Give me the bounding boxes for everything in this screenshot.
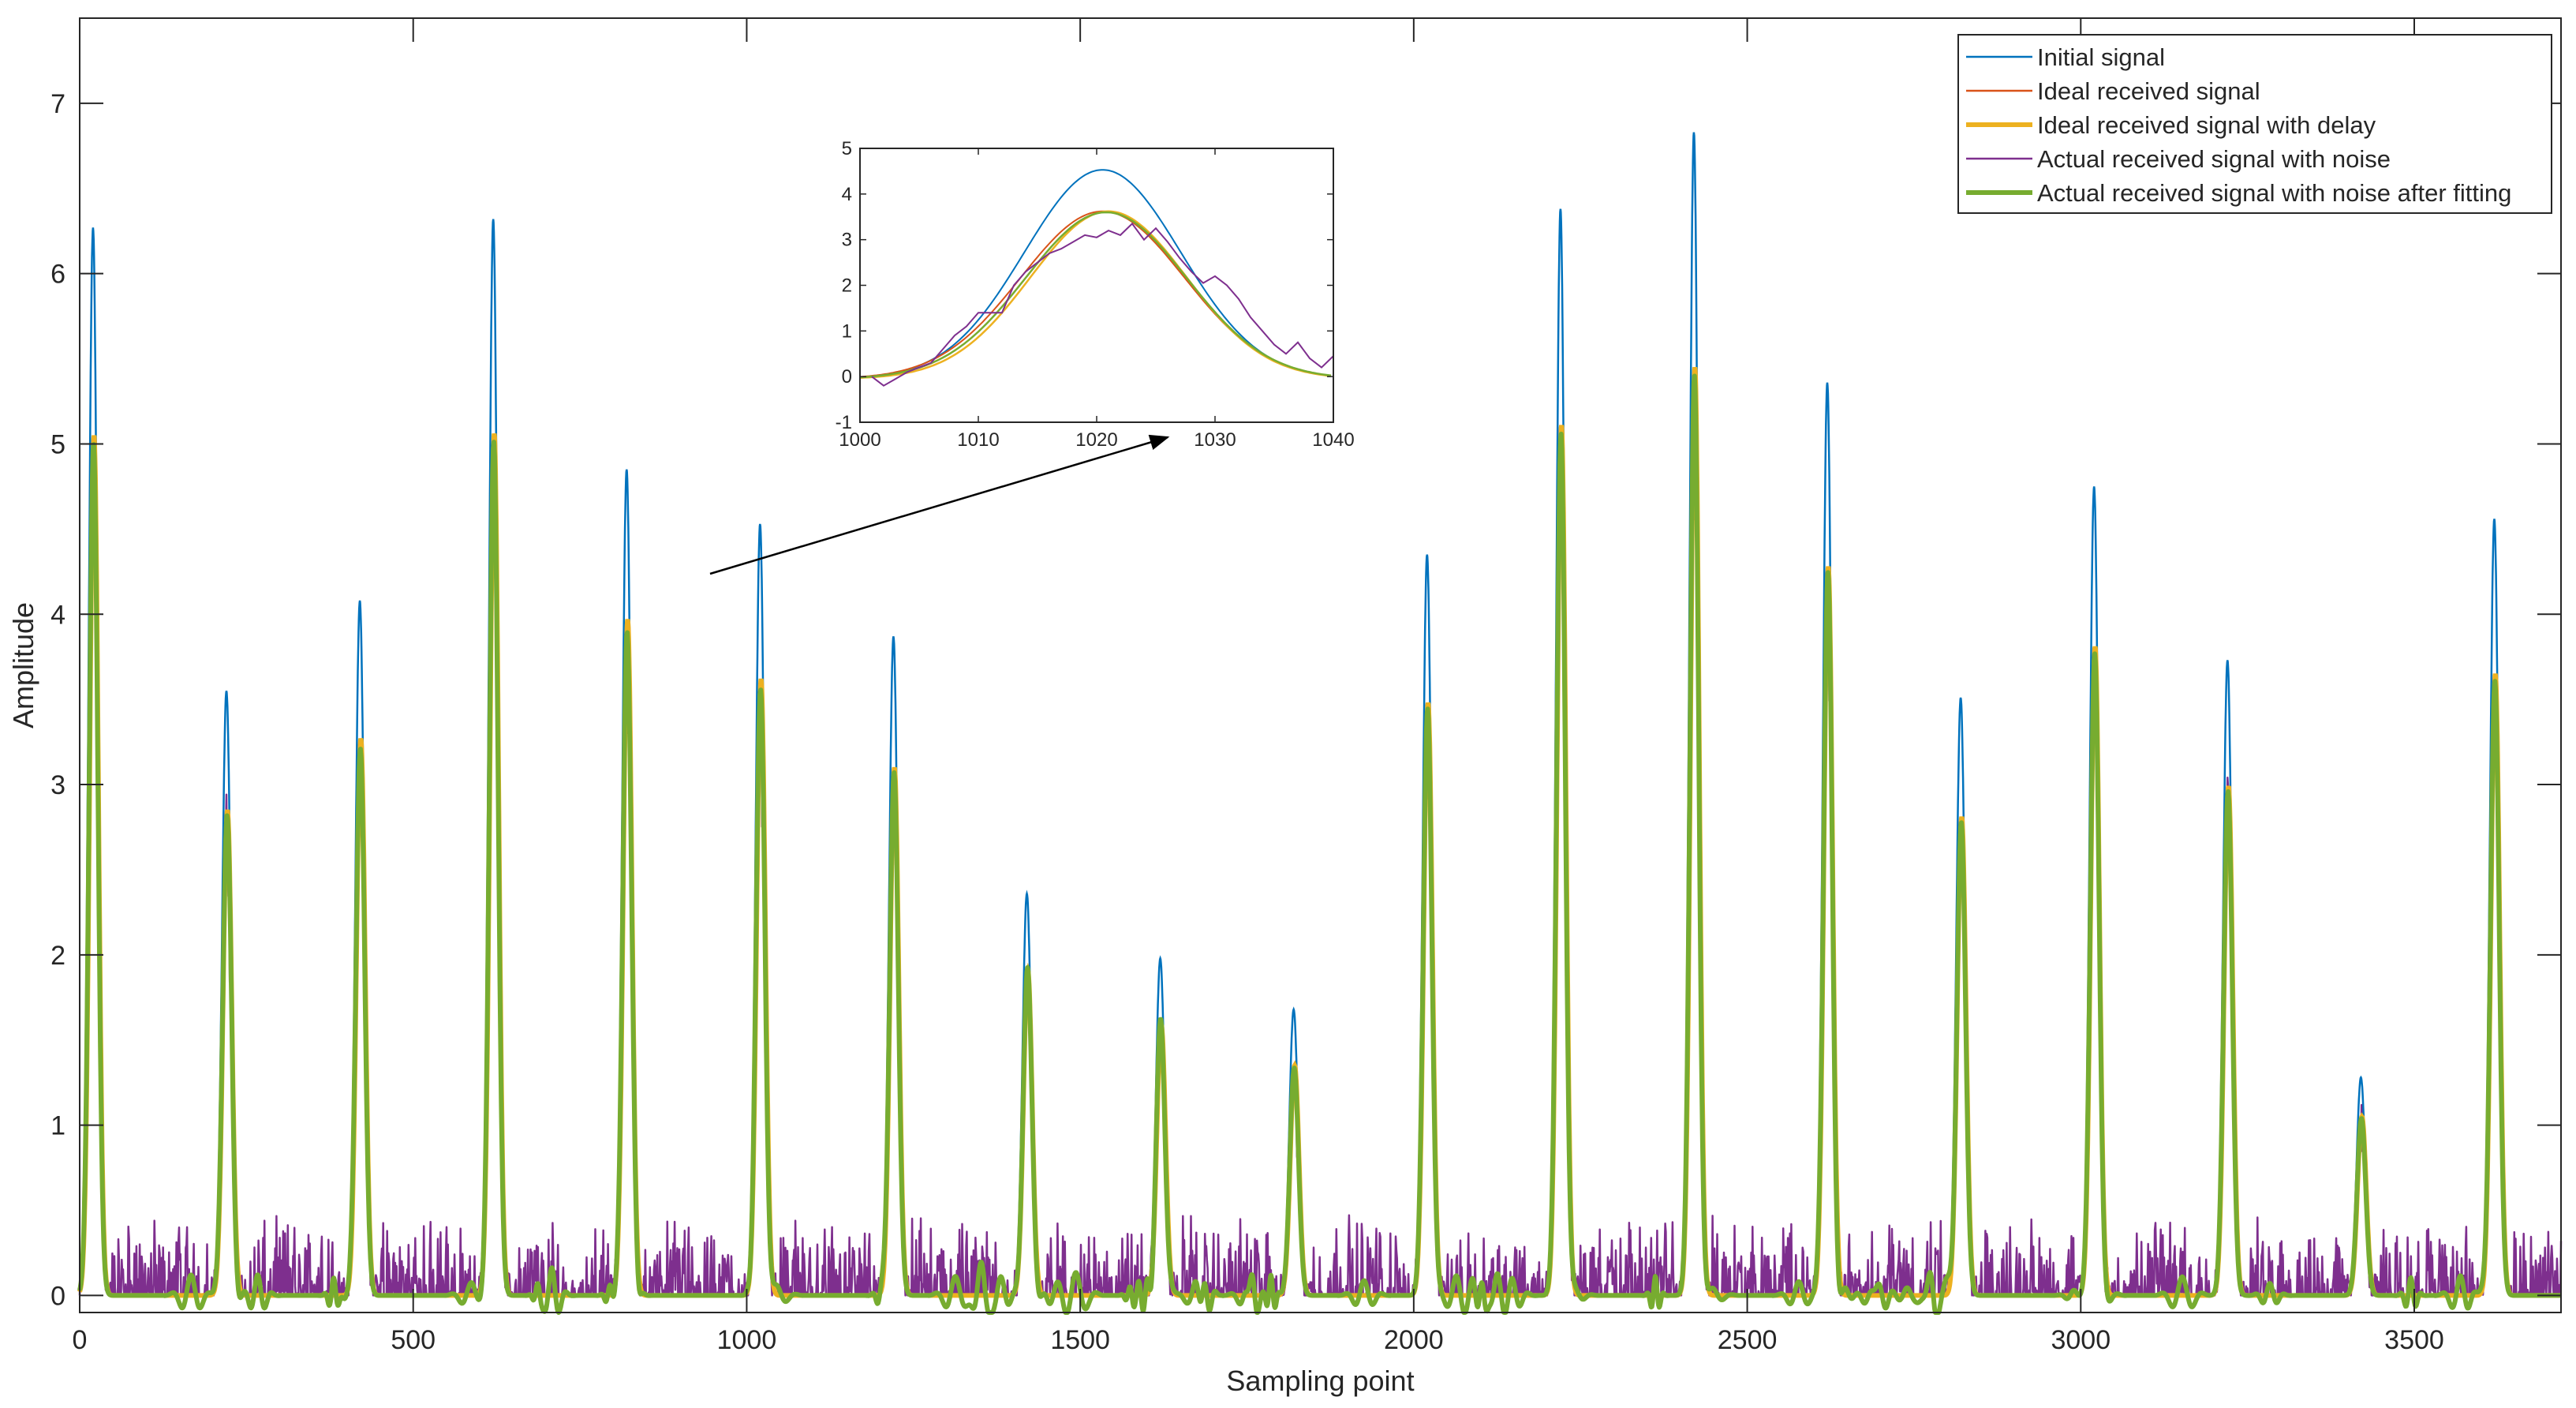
legend-label: Actual received signal with noise after … bbox=[2037, 179, 2511, 207]
inset-y-tick-label: 3 bbox=[842, 230, 852, 251]
inset-x-tick-label: 1030 bbox=[1194, 429, 1236, 451]
legend-item: Actual received signal with noise bbox=[1966, 145, 2391, 173]
inset-series bbox=[859, 169, 1334, 387]
legend-label: Initial signal bbox=[2037, 43, 2165, 71]
x-tick-label: 500 bbox=[391, 1325, 436, 1355]
y-tick-label: 2 bbox=[50, 941, 65, 971]
x-tick-label: 3500 bbox=[2384, 1325, 2444, 1355]
y-tick-label: 6 bbox=[50, 260, 65, 290]
inset-x-tick-label: 1000 bbox=[839, 429, 880, 451]
legend-item: Ideal received signal with delay bbox=[1966, 111, 2376, 139]
inset-y-tick-label: 5 bbox=[842, 138, 852, 159]
inset-x-tick-label: 1020 bbox=[1075, 429, 1117, 451]
inset-y-tick-label: 4 bbox=[842, 184, 852, 205]
y-tick-label: 7 bbox=[50, 89, 65, 119]
inset-y-tick-label: -1 bbox=[836, 412, 852, 433]
legend-label: Ideal received signal bbox=[2037, 77, 2260, 105]
inset-y-tick-label: 1 bbox=[842, 320, 852, 342]
inset-x-tick-label: 1010 bbox=[957, 429, 999, 451]
x-tick-label: 0 bbox=[73, 1325, 88, 1355]
inset-y-tick-label: 0 bbox=[842, 366, 852, 388]
legend-item: Initial signal bbox=[1966, 43, 2165, 71]
legend-item: Actual received signal with noise after … bbox=[1966, 179, 2511, 207]
inset-series-noise bbox=[871, 222, 1334, 387]
x-tick-label: 3000 bbox=[2051, 1325, 2111, 1355]
axes-box bbox=[79, 17, 2562, 1313]
legend-box bbox=[1957, 34, 2552, 214]
inset-axes: 1000 1010 1020 1030 1040 -1 0 1 2 3 4 5 bbox=[836, 138, 1355, 451]
inset-y-tick-label: 2 bbox=[842, 275, 852, 297]
legend: Initial signal Ideal received signal Ideal… bbox=[1957, 34, 2552, 214]
x-tick-label: 1000 bbox=[717, 1325, 777, 1355]
inset-series-fitted bbox=[859, 211, 1332, 379]
y-tick-label: 4 bbox=[50, 600, 65, 630]
series-group bbox=[77, 132, 2563, 1315]
arrow-line bbox=[709, 434, 1170, 575]
inset-x-tick-label: 1040 bbox=[1312, 429, 1354, 451]
x-tick-label: 2000 bbox=[1384, 1325, 1444, 1355]
x-tick-label: 2500 bbox=[1718, 1325, 1778, 1355]
series-fitted bbox=[77, 373, 2563, 1315]
x-tick-label: 1500 bbox=[1050, 1325, 1110, 1355]
y-tick-label: 1 bbox=[50, 1111, 65, 1141]
x-axis-label: Sampling point bbox=[1226, 1365, 1414, 1397]
y-tick-label: 5 bbox=[50, 429, 65, 459]
legend-label: Ideal received signal with delay bbox=[2037, 111, 2376, 139]
legend-label: Actual received signal with noise bbox=[2037, 145, 2391, 173]
inset-plot-area bbox=[860, 148, 1333, 422]
y-tick-label: 0 bbox=[50, 1281, 65, 1311]
y-tick-label: 3 bbox=[50, 770, 65, 800]
legend-item: Ideal received signal bbox=[1966, 77, 2260, 105]
y-axis-label: Amplitude bbox=[7, 602, 39, 728]
zoom-arrow bbox=[709, 434, 1170, 575]
